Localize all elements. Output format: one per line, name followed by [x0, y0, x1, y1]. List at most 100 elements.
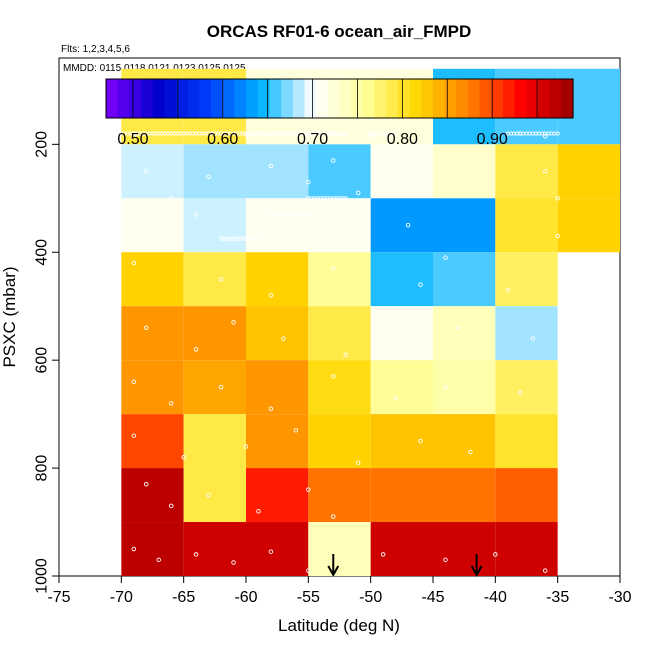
- colorbar-segment: [467, 79, 481, 118]
- sample-point: [331, 266, 336, 271]
- heatmap-cell: [183, 198, 246, 253]
- colorbar-segment: [327, 79, 341, 118]
- sample-point: [268, 293, 274, 298]
- colorbar-segment: [362, 79, 376, 118]
- sample-point: [243, 444, 249, 449]
- heatmap-cell: [433, 144, 496, 199]
- x-tick-label: -55: [297, 589, 320, 606]
- heatmap-cell: [308, 252, 371, 307]
- sample-point: [405, 223, 411, 228]
- sample-point: [144, 482, 149, 487]
- sample-point: [368, 133, 373, 139]
- arrow-marker: [470, 554, 483, 578]
- heatmap-cell: [121, 252, 184, 307]
- colorbar-tick-label: 0.80: [387, 131, 418, 148]
- x-tick-label: -75: [47, 589, 70, 606]
- y-tick-label: 600: [34, 347, 51, 374]
- sample-point: [355, 460, 361, 465]
- sample-point: [131, 546, 137, 552]
- colorbar-segment: [561, 79, 574, 118]
- heatmap-cell: [433, 252, 496, 307]
- colorbar-segment: [176, 79, 189, 118]
- colorbar-segment: [211, 79, 224, 118]
- colorbar-segment: [409, 79, 422, 118]
- sample-point: [331, 514, 336, 519]
- sample-point: [393, 395, 398, 401]
- sample-point: [443, 384, 448, 390]
- sample-point: [144, 325, 149, 331]
- sample-point: [193, 552, 199, 557]
- heatmap-cell: [495, 144, 558, 199]
- x-axis: -75 -70 -65 -60 -55 -50 -45 -40 -35 -30: [47, 576, 632, 606]
- heatmap-cell: [370, 360, 433, 415]
- sample-point: [256, 236, 261, 241]
- sample-point: [193, 347, 199, 352]
- arrow-marker: [327, 554, 340, 578]
- colorbar-segment: [234, 79, 247, 118]
- sample-point: [343, 131, 348, 136]
- x-tick-label: -65: [172, 589, 195, 606]
- sample-point: [355, 190, 361, 196]
- sample-point: [293, 428, 299, 433]
- heatmap-cell: [121, 198, 184, 253]
- heatmap-cell: [308, 360, 371, 415]
- sample-point: [306, 179, 311, 185]
- colorbar-segment: [549, 79, 562, 118]
- sample-point: [455, 325, 461, 331]
- heatmap-cell: [246, 252, 309, 307]
- heatmap-cell: [183, 306, 246, 361]
- sample-point: [380, 552, 386, 557]
- sample-point: [181, 455, 186, 460]
- colorbar-segment: [397, 79, 411, 118]
- heatmap-cell: [183, 144, 246, 199]
- y-tick-label: 400: [34, 239, 51, 266]
- sample-point: [443, 557, 448, 563]
- sample-point: [168, 196, 174, 201]
- sample-point: [542, 169, 548, 174]
- heatmap-cell: [308, 198, 371, 253]
- chart-title: ORCAS RF01-6 ocean_air_FMPD: [207, 22, 472, 41]
- sample-point: [306, 568, 311, 573]
- sample-point: [268, 406, 274, 411]
- colorbar-segment: [456, 79, 469, 118]
- heatmap-cell: [308, 414, 371, 469]
- heatmap-cell: [183, 360, 246, 415]
- sample-point: [218, 384, 224, 390]
- x-tick-label: -40: [484, 589, 507, 606]
- sample-point: [555, 131, 560, 136]
- heatmap-cell: [121, 468, 184, 523]
- heatmap-cell: [121, 144, 184, 199]
- y-tick-label: 200: [34, 131, 51, 158]
- colorbar-segment: [339, 79, 352, 118]
- heatmap-cell: [495, 306, 558, 361]
- colorbar-segment: [269, 79, 282, 118]
- sample-point: [518, 390, 523, 395]
- heatmap-cell: [370, 522, 433, 576]
- sample-point: [218, 276, 224, 282]
- sample-point: [542, 133, 548, 139]
- sample-point: [343, 196, 348, 201]
- heatmap-cell: [495, 468, 558, 523]
- heatmap-cells: [121, 68, 620, 576]
- sample-point: [206, 492, 211, 498]
- x-tick-label: -45: [421, 589, 444, 606]
- colorbar-segment: [199, 79, 212, 118]
- heatmap-cell: [495, 522, 558, 576]
- colorbar-segment: [129, 79, 142, 118]
- heatmap-cell: [246, 522, 309, 576]
- colorbar-segment: [479, 79, 492, 118]
- heatmap-cell: [495, 414, 558, 469]
- sample-point: [131, 433, 137, 438]
- heatmap-cell: [308, 468, 371, 523]
- sample-point: [231, 320, 236, 325]
- colorbar-tick-label: 0.50: [117, 131, 148, 148]
- colorbar-frame: [105, 78, 574, 119]
- sample-point: [306, 132, 311, 138]
- heatmap-cell: [183, 252, 246, 307]
- sample-point: [418, 438, 423, 444]
- sample-point: [505, 287, 511, 293]
- colorbar-segment: [187, 79, 200, 118]
- colorbar-segment: [526, 79, 539, 118]
- sample-point: [306, 487, 311, 492]
